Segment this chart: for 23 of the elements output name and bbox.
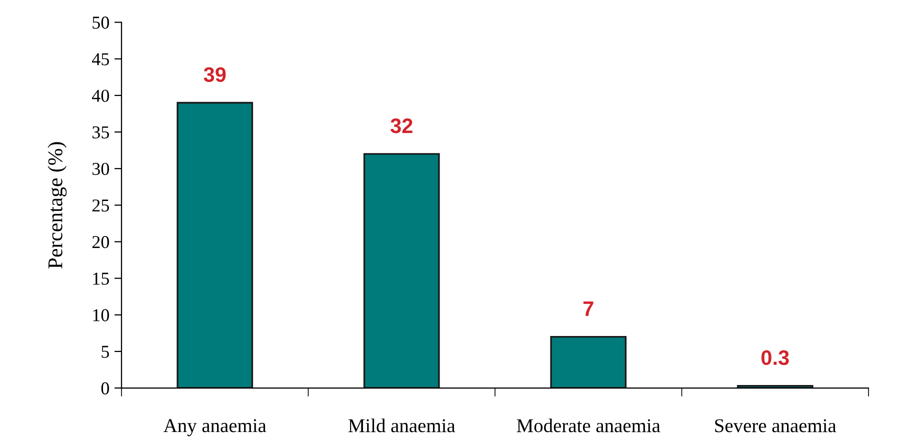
y-tick-label: 25: [92, 199, 109, 212]
bar: [363, 153, 440, 388]
data-label: 39: [204, 67, 226, 82]
data-label: 0.3: [761, 350, 789, 366]
bar: [550, 336, 627, 388]
y-tick-label: 0: [101, 382, 110, 394]
x-tick-label: Severe anaemia: [715, 419, 836, 432]
y-tick-label: 50: [92, 16, 110, 29]
y-tick-label: 20: [92, 236, 110, 248]
y-tick-label: 5: [102, 346, 109, 358]
y-axis-title: Percentage (%): [48, 142, 67, 268]
y-tick-label: 40: [92, 90, 110, 102]
data-label: 7: [583, 301, 594, 316]
data-label: 32: [390, 118, 412, 134]
x-tick-label: Moderate anaemia: [516, 418, 660, 432]
y-tick-label: 35: [92, 126, 109, 138]
y-tick-label: 15: [93, 272, 109, 285]
y-tick-label: 45: [92, 53, 109, 66]
x-tick-label: Mild anaemia: [348, 418, 456, 432]
y-tick-label: 30: [92, 162, 110, 176]
bar: [176, 102, 254, 388]
y-tick-label: 10: [93, 309, 110, 322]
x-tick-label: Any anaemia: [164, 419, 266, 436]
